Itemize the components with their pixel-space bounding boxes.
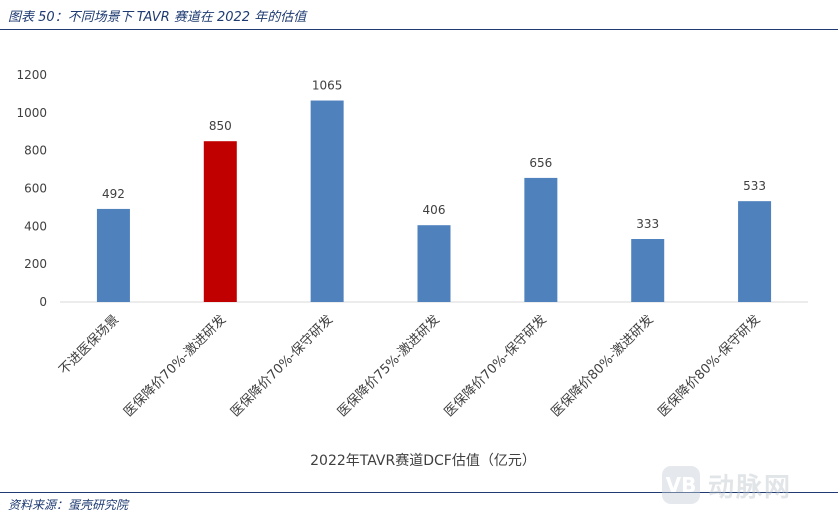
x-tick-label: 医保降价80%-激进研发	[548, 312, 657, 421]
bottom-divider	[0, 492, 838, 493]
bar	[417, 225, 451, 302]
y-tick-label: 0	[39, 295, 47, 309]
watermark: VB 动脉网	[662, 462, 832, 508]
x-tick-label: 医保降价70%-激进研发	[121, 312, 230, 421]
bar	[631, 239, 665, 302]
x-tick-label: 不进医保场景	[56, 312, 122, 378]
y-tick-label: 1200	[16, 68, 47, 82]
figure-source: 资料来源：蛋壳研究院	[8, 498, 129, 512]
bar	[96, 208, 130, 302]
x-tick-label: 医保降价80%-保守研发	[655, 312, 764, 421]
watermark-logo: VB	[662, 466, 700, 504]
bar	[203, 141, 237, 302]
y-tick-label: 800	[24, 144, 47, 158]
x-axis-ticks: 不进医保场景医保降价70%-激进研发医保降价70%-保守研发医保降价75%-激进…	[56, 312, 763, 421]
data-labels: 492 850 1065 406 656 333 533	[102, 79, 766, 231]
bar	[310, 100, 344, 302]
data-label: 492	[102, 187, 125, 201]
figure-title: 图表 50：不同场景下 TAVR 赛道在 2022 年的估值	[8, 10, 307, 25]
y-tick-label: 400	[24, 219, 47, 233]
top-divider	[0, 29, 838, 30]
data-label: 333	[636, 217, 659, 231]
data-label: 533	[743, 179, 766, 193]
y-tick-label: 200	[24, 257, 47, 271]
data-label: 850	[209, 119, 232, 133]
x-tick-label: 医保降价75%-激进研发	[334, 312, 443, 421]
bar	[738, 201, 772, 302]
x-axis-title: 2022年TAVR赛道DCF估值（亿元）	[310, 453, 536, 469]
bar	[524, 177, 558, 302]
bar-chart: 0 200 400 600 800 1000 1200 492 850 1065 406 656 33…	[16, 68, 808, 469]
watermark-text: 动脉网	[708, 472, 793, 503]
y-tick-label: 600	[24, 182, 47, 196]
data-label: 406	[423, 203, 446, 217]
data-label: 656	[529, 156, 552, 170]
y-axis-ticks: 0 200 400 600 800 1000 1200	[16, 68, 47, 309]
y-tick-label: 1000	[16, 106, 47, 120]
x-tick-label: 医保降价70%-保守研发	[227, 312, 336, 421]
x-tick-label: 医保降价70%-保守研发	[441, 312, 550, 421]
data-label: 1065	[312, 79, 343, 93]
bars	[96, 100, 772, 302]
